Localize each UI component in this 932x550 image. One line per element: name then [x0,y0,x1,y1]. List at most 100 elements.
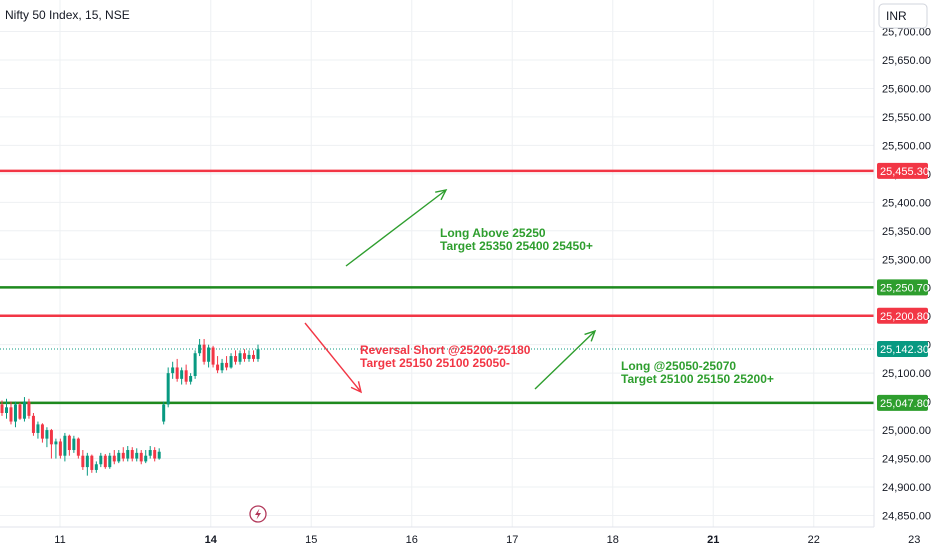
annotation-text[interactable]: Target 25100 25150 25200+ [621,372,774,386]
candle [9,401,13,425]
candle [184,364,188,385]
price-scale[interactable] [874,0,932,527]
candle [54,438,58,459]
candle [234,350,238,365]
candle [157,448,161,460]
chart-title: Nifty 50 Index, 15, NSE [5,8,130,22]
y-tick-label: 24,850.00 [882,511,931,523]
candle [162,401,166,425]
trend-arrow[interactable] [304,322,363,394]
y-tick-label: 25,300.00 [882,254,931,266]
level-price-tag [877,394,928,411]
candle [58,438,62,459]
candle [67,434,71,456]
candle [229,353,233,369]
candle [31,413,35,436]
last-price-tag [877,341,928,358]
candle [45,427,49,448]
annotation-text[interactable]: Long @25050-25070 [621,359,736,373]
arrows [304,189,597,394]
candle [76,437,80,459]
level-price-tag [877,279,928,296]
level-price-label: 25,200.80 [880,311,929,323]
candle [13,401,17,428]
y-tick-label: 24,900.00 [882,482,931,494]
candle [139,450,143,465]
annotation-text[interactable]: Target 25150 25100 25050- [360,356,510,370]
x-tick-label: 16 [406,534,418,546]
level-price-label: 25,250.70 [880,282,929,294]
x-tick-label: 17 [506,534,518,546]
candle [36,421,40,439]
events-bolt-icon[interactable] [249,505,267,523]
x-tick-label: 11 [54,534,65,546]
candle [175,358,179,382]
y-tick-label: 25,100.00 [882,368,931,380]
candle [202,338,206,365]
candle [117,450,121,464]
x-tick-label: 14 [205,534,218,546]
trend-arrow[interactable] [345,189,448,267]
currency-label: INR [886,9,907,23]
y-tick-label: 25,600.00 [882,83,931,95]
y-tick-label: 25,500.00 [882,140,931,152]
candle [198,338,202,357]
y-axis: 24,850.00 24,900.00 24,950.00 25,000.00 25,0… [882,27,931,523]
x-axis: 11 14 15 16 17 18 21 22 23 [54,534,920,546]
candle [40,423,44,443]
candle [90,454,94,473]
x-tick-label: 23 [908,534,920,546]
candle [18,402,22,420]
candle [126,446,130,462]
candle [85,452,89,476]
candle [238,350,242,365]
candle [225,356,229,371]
y-tick-label: 25,000.00 [882,425,931,437]
annotation-text[interactable]: Reversal Short @25200-25180 [360,343,531,357]
candle [63,432,67,462]
candle [220,358,224,374]
time-scale[interactable] [0,527,874,550]
candle [171,361,175,379]
x-tick-label: 21 [707,534,719,546]
x-tick-label: 15 [305,534,317,546]
candle [108,452,112,469]
candle [148,446,152,459]
currency-button[interactable] [878,3,928,29]
candle [135,448,139,462]
y-tick-label: 25,650.00 [882,55,931,67]
level-price-tag [877,307,928,324]
last-price-label: 25,142.30 [880,344,929,356]
candle [216,356,220,374]
candle [144,450,148,464]
candle [252,350,256,362]
trend-arrow[interactable] [534,329,597,390]
candle [207,344,211,368]
candle [81,450,85,470]
x-tick-label: 22 [808,534,820,546]
candle [193,350,197,379]
candle [256,344,260,362]
candle [22,397,26,422]
candle [72,435,76,453]
candle [103,454,107,469]
candle [189,373,193,385]
level-price-label: 25,455.30 [880,166,929,178]
candles [0,338,260,476]
annotation-text[interactable]: Target 25350 25400 25450+ [440,239,593,253]
candle [0,400,4,416]
candle [121,447,125,462]
candle [94,461,98,473]
candle [4,398,8,419]
candle [153,447,157,462]
candle [49,428,53,459]
candle [99,452,103,468]
candle [112,450,116,465]
x-tick-label: 18 [607,534,619,546]
y-tick-label: 24,950.00 [882,454,931,466]
annotation-text[interactable]: Long Above 25250 [440,226,546,240]
grid [0,0,915,527]
candle [247,350,251,362]
